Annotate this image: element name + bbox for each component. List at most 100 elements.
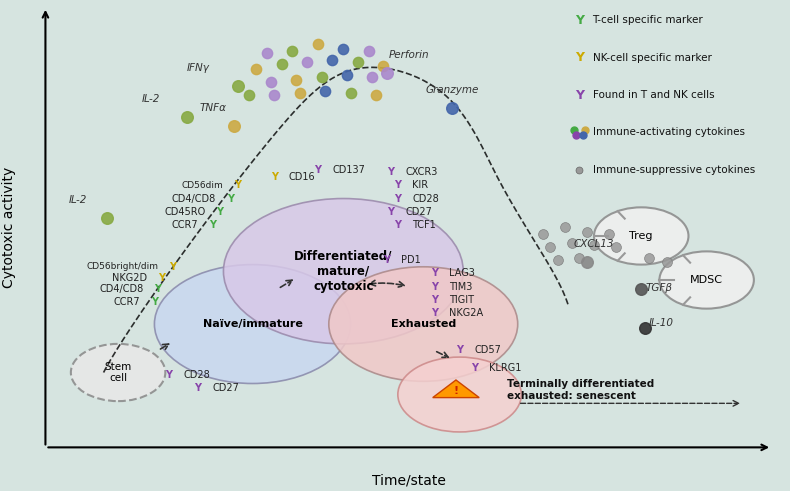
Text: TGFβ: TGFβ <box>646 283 673 293</box>
Text: PD1: PD1 <box>401 255 421 265</box>
Text: Terminally differentiated
exhausted: senescent: Terminally differentiated exhausted: sen… <box>507 380 654 401</box>
Point <box>602 230 615 238</box>
Point <box>381 69 393 77</box>
Point <box>286 47 299 55</box>
Text: Granzyme: Granzyme <box>426 85 479 95</box>
Point <box>319 87 332 95</box>
Point <box>370 91 382 99</box>
Text: Time/state: Time/state <box>372 474 446 488</box>
Circle shape <box>594 207 688 265</box>
Text: IL-10: IL-10 <box>649 319 674 328</box>
Text: CD137: CD137 <box>333 165 365 175</box>
Text: Y: Y <box>228 193 234 204</box>
Circle shape <box>329 267 517 382</box>
Point <box>570 131 582 138</box>
Text: Y: Y <box>271 171 278 182</box>
Point <box>344 89 357 97</box>
Point <box>610 243 623 251</box>
Point <box>275 60 288 68</box>
Text: KIR: KIR <box>412 180 428 191</box>
Text: Y: Y <box>216 207 224 217</box>
Text: Y: Y <box>394 180 401 191</box>
Text: CD56bright/dim: CD56bright/dim <box>86 262 158 272</box>
Text: CD4/CD8: CD4/CD8 <box>172 193 216 204</box>
Text: Exhausted: Exhausted <box>390 319 456 329</box>
Circle shape <box>154 265 351 383</box>
Text: CCR7: CCR7 <box>113 297 140 307</box>
Text: Found in T and NK cells: Found in T and NK cells <box>592 90 714 100</box>
Point <box>326 56 339 64</box>
Point <box>567 126 580 134</box>
Circle shape <box>398 357 521 432</box>
Text: Naïve/immature: Naïve/immature <box>202 319 303 329</box>
Text: Y: Y <box>394 220 401 230</box>
Point <box>315 74 328 82</box>
Point <box>290 76 303 83</box>
Point <box>301 58 314 66</box>
Text: Y: Y <box>194 383 201 393</box>
Point <box>537 230 550 238</box>
Text: TCF1: TCF1 <box>412 220 436 230</box>
Point <box>660 258 673 266</box>
Point <box>101 215 114 222</box>
Point <box>635 285 648 293</box>
Text: CXCL13: CXCL13 <box>574 239 615 249</box>
Text: IL-2: IL-2 <box>69 195 88 205</box>
Text: Y: Y <box>235 180 242 191</box>
Text: Cytotoxic activity: Cytotoxic activity <box>2 166 17 288</box>
Text: CD27: CD27 <box>405 207 432 217</box>
Text: Immune-suppressive cytokines: Immune-suppressive cytokines <box>592 165 754 175</box>
Text: CXCR3: CXCR3 <box>405 167 438 177</box>
Point <box>243 91 255 99</box>
Point <box>352 58 364 66</box>
Text: CD4/CD8: CD4/CD8 <box>100 284 144 294</box>
Text: TNFα: TNFα <box>199 103 226 112</box>
Text: Y: Y <box>169 262 176 272</box>
Text: CD57: CD57 <box>474 346 501 355</box>
Point <box>228 122 241 130</box>
Text: CCR7: CCR7 <box>171 220 198 230</box>
Point <box>366 74 378 82</box>
Point <box>638 325 651 332</box>
Text: CD45RO: CD45RO <box>164 207 205 217</box>
Text: Y: Y <box>431 269 438 278</box>
Point <box>181 113 194 121</box>
Text: Y: Y <box>383 255 390 265</box>
Text: Stem
cell: Stem cell <box>104 362 132 383</box>
Text: Y: Y <box>387 167 394 177</box>
Text: Perforin: Perforin <box>389 50 429 60</box>
Point <box>340 71 353 79</box>
Text: NK-cell specific marker: NK-cell specific marker <box>592 53 712 62</box>
Point <box>642 254 655 262</box>
Text: Y: Y <box>575 88 584 102</box>
Point <box>337 45 350 53</box>
Text: Y: Y <box>155 284 162 294</box>
Text: Y: Y <box>314 165 322 175</box>
Point <box>581 258 593 266</box>
Point <box>566 239 578 246</box>
Text: CD28: CD28 <box>412 193 439 204</box>
Text: TIGIT: TIGIT <box>449 295 474 305</box>
Text: Y: Y <box>209 220 216 230</box>
Point <box>261 49 273 57</box>
Point <box>311 40 324 48</box>
Point <box>231 82 244 90</box>
Text: Y: Y <box>394 193 401 204</box>
Text: CD28: CD28 <box>183 370 210 380</box>
Text: CD56dim: CD56dim <box>182 181 224 190</box>
Point <box>265 78 277 86</box>
Text: Y: Y <box>431 308 438 318</box>
Text: Y: Y <box>165 370 172 380</box>
Text: T-cell specific marker: T-cell specific marker <box>592 15 703 25</box>
Text: TIM3: TIM3 <box>449 282 472 292</box>
Text: Y: Y <box>471 363 478 373</box>
Point <box>544 243 557 251</box>
Text: IL-2: IL-2 <box>141 94 160 104</box>
Point <box>559 223 571 231</box>
Text: Y: Y <box>575 51 584 64</box>
Point <box>250 65 262 73</box>
Text: Immune-activating cytokines: Immune-activating cytokines <box>592 128 744 137</box>
Text: Y: Y <box>456 346 463 355</box>
Text: NKG2A: NKG2A <box>449 308 483 318</box>
Point <box>588 241 600 249</box>
